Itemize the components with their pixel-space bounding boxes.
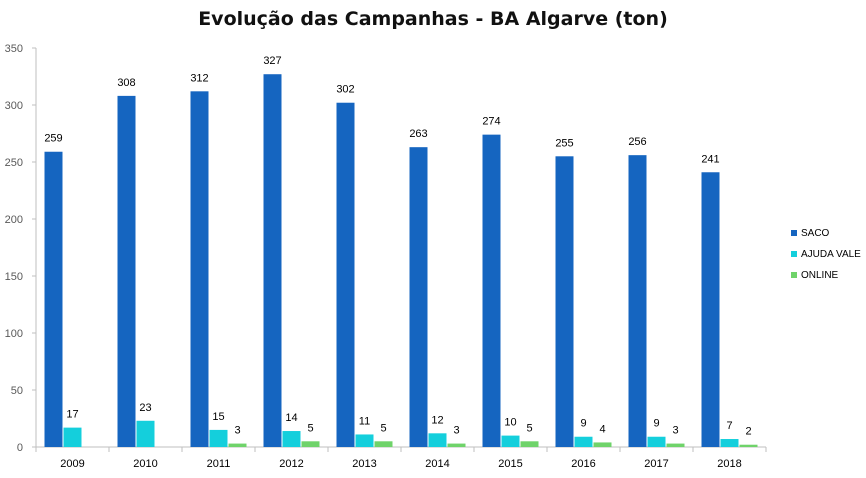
data-label: 23 <box>139 402 151 414</box>
bar-ajuda-vale <box>209 429 228 447</box>
bar-online <box>739 444 758 447</box>
data-label: 10 <box>504 417 516 429</box>
bar-online <box>301 441 320 447</box>
legend-label: SACO <box>801 228 830 239</box>
bar-ajuda-vale <box>63 427 82 447</box>
bar-ajuda-vale <box>647 436 666 447</box>
bar-ajuda-vale <box>574 436 593 447</box>
legend-label: ONLINE <box>801 270 839 281</box>
x-tick-label: 2013 <box>352 458 376 470</box>
data-label: 15 <box>212 411 224 423</box>
data-label: 17 <box>66 409 78 421</box>
chart-title: Evolução das Campanhas - BA Algarve (ton… <box>198 8 668 30</box>
data-label: 302 <box>336 84 354 96</box>
bar-ajuda-vale <box>355 434 374 447</box>
bar-online <box>666 443 685 447</box>
data-label: 3 <box>453 425 459 437</box>
bar-saco <box>336 102 355 447</box>
data-label: 5 <box>380 422 386 434</box>
bar-saco <box>263 74 282 447</box>
bar-saco <box>628 155 647 447</box>
bar-ajuda-vale <box>136 420 155 447</box>
y-tick-label: 250 <box>5 157 23 169</box>
bar-saco <box>482 134 501 447</box>
data-label: 2 <box>745 426 751 438</box>
bar-saco <box>555 156 574 448</box>
bar-saco <box>44 151 63 448</box>
data-label: 5 <box>526 422 532 434</box>
data-label: 312 <box>190 72 208 84</box>
bar-saco <box>701 172 720 447</box>
data-label: 14 <box>285 412 297 424</box>
data-label: 308 <box>117 77 135 89</box>
bar-ajuda-vale <box>501 435 520 447</box>
data-label: 9 <box>653 418 659 430</box>
data-label: 3 <box>234 425 240 437</box>
data-label: 7 <box>726 420 732 432</box>
data-label: 12 <box>431 414 443 426</box>
bar-ajuda-vale <box>720 439 739 447</box>
bar-saco <box>190 91 209 447</box>
x-tick-label: 2017 <box>644 458 668 470</box>
y-tick-label: 350 <box>5 43 23 55</box>
data-label: 241 <box>701 153 719 165</box>
x-tick-label: 2010 <box>133 458 157 470</box>
bar-online <box>593 442 612 447</box>
legend-swatch <box>791 251 797 257</box>
data-label: 9 <box>580 418 586 430</box>
data-label: 4 <box>599 423 605 435</box>
y-tick-label: 150 <box>5 271 23 283</box>
bar-saco <box>117 95 136 447</box>
y-tick-label: 0 <box>17 442 23 454</box>
data-label: 255 <box>555 137 573 149</box>
x-tick-label: 2009 <box>60 458 84 470</box>
legend-label: AJUDA VALE <box>801 249 861 260</box>
x-tick-label: 2015 <box>498 458 522 470</box>
data-label: 3 <box>672 425 678 437</box>
data-label: 259 <box>44 133 62 145</box>
x-tick-label: 2014 <box>425 458 449 470</box>
data-label: 274 <box>482 116 500 128</box>
legend-swatch <box>791 230 797 236</box>
data-label: 256 <box>628 136 646 148</box>
data-label: 327 <box>263 55 281 67</box>
x-tick-label: 2016 <box>571 458 595 470</box>
bar-online <box>447 443 466 447</box>
bar-ajuda-vale <box>282 431 301 447</box>
y-tick-label: 200 <box>5 214 23 226</box>
bar-online <box>374 441 393 447</box>
bar-online <box>520 441 539 447</box>
data-label: 263 <box>409 128 427 140</box>
y-tick-label: 100 <box>5 328 23 340</box>
bar-online <box>228 443 247 447</box>
y-tick-label: 50 <box>11 385 23 397</box>
x-tick-label: 2011 <box>207 458 231 470</box>
legend-swatch <box>791 272 797 278</box>
bar-saco <box>409 147 428 447</box>
bar-ajuda-vale <box>428 433 447 447</box>
data-label: 11 <box>359 415 370 427</box>
data-label: 5 <box>307 422 313 434</box>
x-tick-label: 2012 <box>279 458 303 470</box>
y-tick-label: 300 <box>5 100 23 112</box>
x-tick-label: 2018 <box>717 458 741 470</box>
